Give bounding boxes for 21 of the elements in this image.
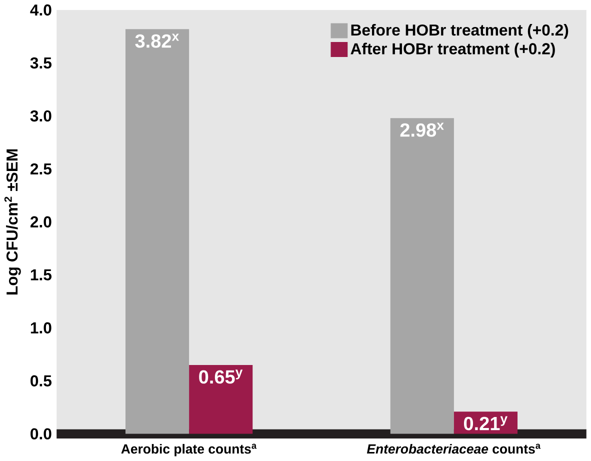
- y-tick-label: 4.0: [30, 4, 52, 16]
- bar: [125, 29, 190, 434]
- x-tick-label: Aerobic plate counts$^{a}$: [121, 444, 257, 456]
- data-label: 3.82$^{x}$: [135, 34, 179, 48]
- data-label: 2.98$^{x}$: [400, 122, 444, 137]
- y-tick-label: 1.5: [30, 270, 52, 281]
- y-tick-label: 3.5: [30, 58, 52, 69]
- bar: [189, 365, 253, 434]
- y-tick-label: 3.0: [30, 110, 52, 122]
- data-label: 0.21$^{y}$: [464, 416, 508, 430]
- legend-label: Before HOBr treatment (+0.2): [351, 24, 568, 39]
- bar: [390, 118, 454, 434]
- x-tick-label: Enterobacteriaceae counts$^{a}$: [366, 444, 541, 454]
- y-tick-label: 2.0: [30, 216, 52, 228]
- y-tick-label: 2.5: [30, 164, 52, 175]
- y-axis-title: Log CFU/cm$^{2}$ ±SEM: [4, 150, 21, 295]
- y-tick-label: 1.0: [30, 322, 52, 334]
- y-tick-label: 0.0: [30, 428, 52, 440]
- y-tick-label: 0.5: [30, 375, 52, 387]
- legend-label: After HOBr treatment (+0.2): [350, 42, 555, 58]
- data-label: 0.65$^{y}$: [199, 370, 243, 384]
